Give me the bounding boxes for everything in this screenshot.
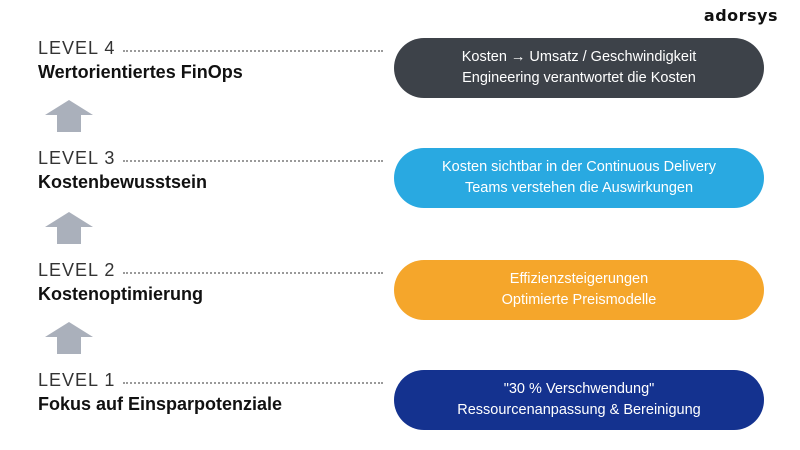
level-4-description-line-2: Engineering verantwortet die Kosten bbox=[462, 70, 696, 86]
up-arrow-icon bbox=[45, 212, 93, 244]
level-1-dotted-connector bbox=[123, 381, 383, 384]
level-3-title: Kostenbewusstsein bbox=[38, 172, 208, 192]
level-2-label: LEVEL 2 bbox=[38, 260, 116, 280]
level-1-description-line-2: Ressourcenanpassung & Bereinigung bbox=[457, 402, 701, 418]
up-arrow-icon bbox=[45, 322, 93, 354]
adorsys-logo: adorsys bbox=[703, 6, 778, 25]
level-4-label: LEVEL 4 bbox=[38, 38, 116, 58]
level-4-title: Wertorientiertes FinOps bbox=[38, 62, 243, 82]
level-2-description-line-2: Optimierte Preismodelle bbox=[501, 292, 657, 308]
level-2-description-pill: Effizienzsteigerungen Optimierte Preismo… bbox=[394, 260, 764, 320]
level-1-label: LEVEL 1 bbox=[38, 370, 116, 390]
level-2-row: LEVEL 2 Kostenoptimierung bbox=[38, 260, 383, 305]
level-1-title: Fokus auf Einsparpotenziale bbox=[38, 394, 283, 414]
level-3-description-line-1: Kosten sichtbar in der Continuous Delive… bbox=[441, 159, 717, 175]
level-3-row: LEVEL 3 Kostenbewusstsein bbox=[38, 148, 383, 193]
level-1-row: LEVEL 1 Fokus auf Einsparpotenziale bbox=[38, 370, 383, 415]
up-arrow-icon bbox=[45, 100, 93, 132]
level-4-description-line-1: Kosten → Umsatz / Geschwindigkeit bbox=[461, 49, 697, 65]
level-2-description-line-1: Effizienzsteigerungen bbox=[509, 271, 649, 287]
level-3-description-line-2: Teams verstehen die Auswirkungen bbox=[464, 180, 694, 196]
level-1-description-line-1: "30 % Verschwendung" bbox=[503, 381, 655, 397]
level-4-dotted-connector bbox=[123, 49, 383, 52]
level-4-row: LEVEL 4 Wertorientiertes FinOps bbox=[38, 38, 383, 83]
level-3-description-pill: Kosten sichtbar in der Continuous Delive… bbox=[394, 148, 764, 208]
level-4-description-pill: Kosten → Umsatz / Geschwindigkeit Engine… bbox=[394, 38, 764, 98]
level-2-dotted-connector bbox=[123, 271, 383, 274]
level-1-description-pill: "30 % Verschwendung" Ressourcenanpassung… bbox=[394, 370, 764, 430]
level-2-title: Kostenoptimierung bbox=[38, 284, 203, 304]
level-3-label: LEVEL 3 bbox=[38, 148, 116, 168]
level-3-dotted-connector bbox=[123, 159, 383, 162]
